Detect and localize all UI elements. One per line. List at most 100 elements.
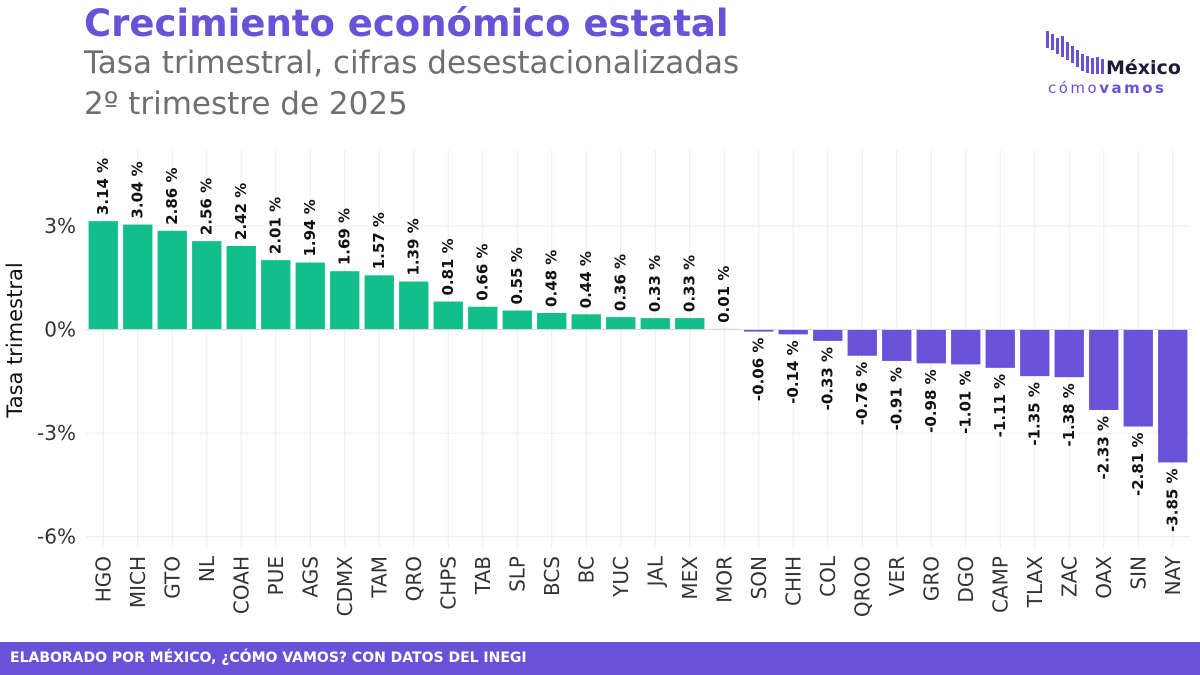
x-tick-label: GTO [160,556,184,599]
bar-qro [399,281,429,330]
bar-slp [502,310,532,330]
data-label: -0.14 % [784,340,802,404]
bar-gto [157,230,187,330]
data-label: -0.91 % [888,367,906,431]
x-tick-label: GRO [919,556,943,601]
bar-cdmx [330,271,360,330]
data-label: -1.11 % [991,374,1009,438]
bar-pue [261,260,291,330]
data-label: 0.55 % [508,247,526,304]
chart-period: 2º trimestre de 2025 [84,86,408,122]
bar-zac [1054,329,1084,378]
bar-hgo [88,221,118,330]
bar-yuc [606,317,636,330]
data-label: 0.81 % [439,238,457,295]
footer-bar: ELABORADO POR MÉXICO, ¿CÓMO VAMOS? CON D… [0,642,1200,675]
x-tick-label: ZAC [1057,556,1081,597]
x-tick-label: YUC [609,556,633,598]
data-label: 0.44 % [577,251,595,308]
x-tick-label: QROO [850,556,874,617]
data-label: 2.42 % [232,183,250,240]
data-label: -1.35 % [1026,382,1044,446]
x-tick-label: MEX [678,556,702,600]
bar-ver [882,329,912,361]
x-tick-label: SLP [505,556,529,592]
data-label: -0.33 % [819,347,837,411]
grid-lines [86,150,1190,547]
data-label: 2.86 % [163,168,181,225]
x-tick-label: BCS [540,556,564,596]
bar-bcs [537,312,567,330]
bar-nl [192,241,222,330]
y-axis-ticks: -6% -3% 0% 3% [37,214,76,549]
x-tick-label: CHPS [436,556,460,610]
x-tick-label: CHIH [781,556,805,606]
x-tick-label: PUE [264,556,288,595]
chart-subtitle: Tasa trimestral, cifras desestacionaliza… [84,45,740,81]
logo-name: México [1106,57,1181,79]
data-label: -0.06 % [750,338,768,402]
y-tick-label: 3% [44,214,76,238]
bar-dgo [951,329,981,365]
x-tick-label: COAH [229,556,253,614]
x-tick-label: SON [747,556,771,599]
bar-chih [778,329,808,335]
x-tick-label: CDMX [333,556,357,617]
x-tick-label: OAX [1092,556,1116,599]
y-tick-label: 0% [44,318,76,342]
bar-tam [364,275,394,330]
bar-chart: -6% -3% 0% 3% Tasa trimestral 3.14 % 3.04 % 2… [3,150,1190,617]
data-label: -2.81 % [1129,433,1147,497]
data-label: 0.33 % [646,255,664,312]
bar-tlax [1020,329,1050,377]
data-label: 0.48 % [543,250,561,307]
x-tick-label: MOR [712,556,736,603]
data-label: 1.69 % [336,208,354,265]
x-tick-label: VER [885,556,909,596]
data-label: -3.85 % [1164,468,1182,532]
bar-bc [571,314,601,330]
bar-son [744,329,774,332]
data-label: 3.14 % [94,158,112,215]
data-label: 2.01 % [267,197,285,254]
x-tick-label: BC [574,556,598,583]
bar-tab [468,306,498,330]
data-label: 0.36 % [612,254,630,311]
data-label: 0.66 % [474,243,492,300]
bar-jal [640,318,670,330]
data-label: 2.56 % [198,178,216,235]
data-label: -0.98 % [922,369,940,433]
data-label: 1.39 % [405,218,423,275]
x-tick-label: TLAX [1023,556,1047,609]
data-label: -2.33 % [1095,416,1113,480]
data-label: 1.94 % [301,199,319,256]
bar-sin [1123,329,1153,427]
bar-col [813,329,843,341]
x-tick-label: HGO [91,556,115,602]
x-tick-label: NAY [1161,555,1185,595]
bar-qroo [847,329,877,356]
data-label: 1.57 % [370,212,388,269]
logo-tagline: cómovamos [1048,79,1167,97]
bar-gro [916,329,946,364]
y-axis-label: Tasa trimestral [3,262,27,418]
x-axis-ticks: HGO MICH GTO NL COAH PUE AGS CDMX TAM QRO CHPS TAB S… [91,555,1185,617]
y-tick-label: -3% [37,421,76,445]
x-tick-label: CAMP [988,556,1012,613]
data-label: 3.04 % [129,161,147,218]
bar-oax [1089,329,1119,410]
x-tick-label: COL [816,555,840,597]
x-tick-label: SIN [1126,556,1150,590]
bar-ags [295,262,325,330]
x-tick-label: NL [195,555,219,582]
x-tick-label: JAL [643,555,667,588]
data-labels: 3.14 % 3.04 % 2.86 % 2.56 % 2.42 % 2.01 % 1.94… [94,158,1182,532]
data-label: -1.01 % [957,370,975,434]
x-tick-label: DGO [954,556,978,603]
x-tick-label: MICH [126,556,150,608]
bar-chart-logo-icon [1046,31,1104,74]
bar-mex [675,318,705,330]
y-tick-label: -6% [37,525,76,549]
bar-mich [123,224,153,330]
data-label: -1.38 % [1060,383,1078,447]
